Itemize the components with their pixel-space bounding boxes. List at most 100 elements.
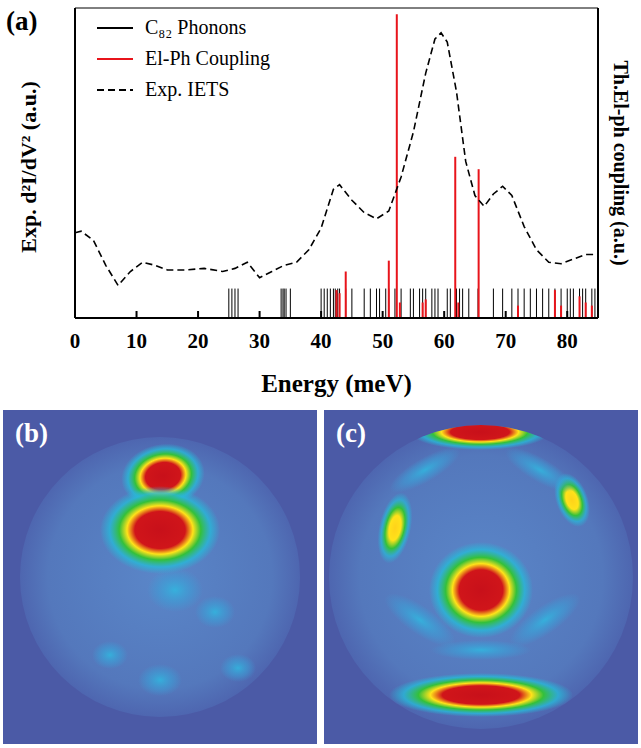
stem — [585, 289, 586, 318]
stem — [594, 289, 595, 318]
image-panel — [324, 410, 638, 744]
stem — [554, 290, 556, 318]
stem — [335, 289, 336, 318]
stem — [413, 289, 414, 318]
stem — [462, 289, 463, 318]
stem — [422, 303, 424, 319]
stem — [388, 261, 390, 318]
stem — [548, 289, 549, 318]
molecule-disk — [329, 425, 633, 729]
stem — [286, 289, 287, 318]
x-tick — [197, 311, 199, 318]
stem — [324, 289, 325, 318]
stem — [591, 289, 592, 318]
x-tick — [136, 311, 138, 318]
stem — [410, 289, 411, 318]
stem — [330, 289, 331, 318]
stem — [493, 289, 494, 318]
stem — [524, 289, 525, 318]
stem — [394, 289, 395, 318]
stem — [454, 157, 456, 318]
panel-label: (a) — [6, 6, 37, 36]
stem — [517, 306, 519, 318]
plot-marks — [75, 14, 598, 318]
stem — [234, 289, 235, 318]
x-tick-label: 20 — [188, 329, 209, 353]
stem — [542, 289, 543, 318]
intensity-blob — [195, 596, 235, 628]
stem — [502, 289, 503, 318]
x-tick — [320, 311, 322, 318]
stem — [379, 289, 380, 318]
y2-axis — [597, 8, 599, 318]
stem — [591, 306, 593, 318]
stem — [425, 299, 427, 318]
stem — [585, 303, 587, 319]
x-tick-label: 0 — [70, 329, 81, 353]
x-tick-label: 50 — [372, 329, 393, 353]
x-tick-label: 10 — [126, 329, 147, 353]
stem-series — [229, 289, 595, 318]
stem — [290, 289, 291, 318]
figure: 01020304050607080Energy (meV)Exp. d²I/dV… — [0, 0, 641, 748]
stem — [339, 293, 341, 318]
stem — [567, 289, 568, 318]
stem — [327, 289, 328, 318]
intensity-blob — [384, 440, 465, 501]
y2-axis-title: Th.El-ph coupling (a.u.) — [609, 60, 632, 265]
intensity-blob — [389, 673, 573, 717]
stem — [560, 306, 562, 318]
stem — [345, 272, 347, 319]
stem — [438, 289, 439, 318]
stem — [336, 290, 338, 318]
stem — [228, 289, 229, 318]
stem — [385, 289, 386, 318]
x-axis — [75, 317, 598, 319]
stem — [376, 289, 377, 318]
y-axis — [74, 8, 76, 318]
frame-top — [75, 8, 598, 9]
panel-label: (c) — [336, 418, 366, 448]
x-tick — [382, 311, 384, 318]
intensity-blob — [499, 440, 580, 501]
stem — [231, 289, 232, 318]
stem — [419, 289, 420, 318]
stem — [536, 289, 537, 318]
legend-label: C₈₂ Phonons — [145, 16, 246, 38]
stem — [282, 289, 283, 318]
x-tick — [74, 311, 76, 318]
x-tick — [505, 311, 507, 318]
x-tick-label: 80 — [557, 329, 578, 353]
stem — [337, 289, 338, 318]
stem — [281, 289, 282, 318]
x-tick-label: 40 — [311, 329, 332, 353]
panel-label: (b) — [15, 418, 48, 448]
stem — [579, 296, 581, 318]
x-tick-label: 60 — [434, 329, 455, 353]
molecule-disk — [20, 437, 300, 717]
x-axis-title: Energy (meV) — [261, 370, 412, 398]
stem — [422, 289, 423, 318]
stem — [561, 289, 562, 318]
intensity-blob — [431, 640, 531, 660]
stem — [370, 289, 371, 318]
intensity-blob — [138, 664, 182, 696]
stem — [425, 289, 426, 318]
stem — [570, 289, 571, 318]
stem — [573, 289, 574, 318]
stem — [401, 289, 402, 318]
intensity-blob — [100, 486, 220, 574]
stem — [284, 289, 285, 318]
curve — [75, 33, 598, 286]
stem — [396, 14, 398, 318]
image-background — [3, 410, 317, 744]
stem — [447, 289, 448, 318]
intensity-blob — [220, 654, 256, 682]
intensity-blob — [147, 568, 203, 612]
legend-label: El-Ph Coupling — [145, 47, 270, 70]
stem — [364, 289, 365, 318]
stem — [582, 289, 583, 318]
legend-swatch — [97, 58, 133, 60]
x-tick — [566, 311, 568, 318]
stem — [511, 289, 512, 318]
